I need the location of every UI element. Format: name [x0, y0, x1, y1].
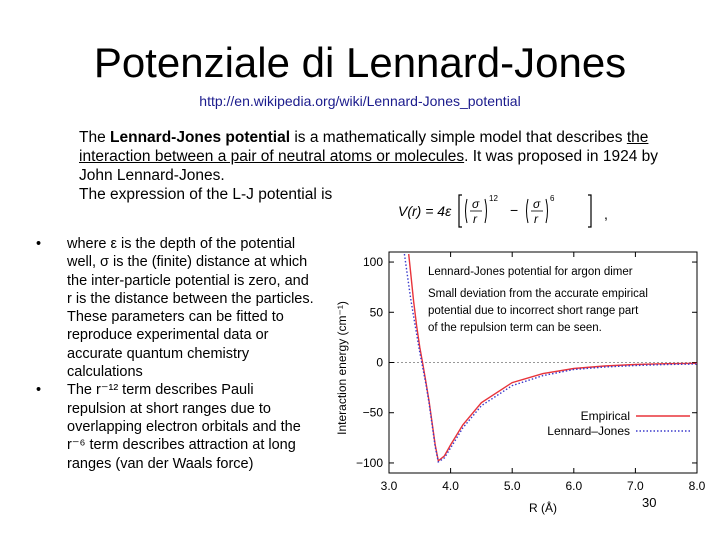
formula-sigma-2: σ [533, 197, 541, 211]
source-url[interactable]: http://en.wikipedia.org/wiki/Lennard-Jon… [199, 93, 521, 109]
bullet-marker: • [36, 382, 42, 399]
chart-annotation-line: potential due to incorrect short range p… [428, 305, 639, 317]
empirical-curve [408, 253, 698, 463]
chart-annotation-line: Small deviation from the accurate empiri… [428, 288, 648, 300]
slide-title: Potenziale di Lennard-Jones [93, 39, 627, 86]
formula-r-1: r [473, 212, 478, 226]
legend-label: Empirical [581, 409, 630, 423]
lennard-jones-curve [403, 253, 698, 464]
x-tick-label: 5.0 [504, 479, 521, 493]
intro-text-2: is a mathematically simple model that de… [290, 129, 627, 146]
bullet-marker: • [36, 236, 42, 252]
x-tick-label: 7.0 [627, 479, 644, 493]
formula-comma: , [604, 206, 608, 222]
page-number: 30 [642, 495, 657, 510]
formula-exp-12: 12 [489, 194, 498, 203]
bullet-item: • The r⁻¹² term describes Pauli repulsio… [36, 381, 314, 472]
y-tick-label: −50 [363, 406, 384, 420]
y-tick-label: 50 [370, 305, 384, 319]
legend-label: Lennard–Jones [547, 424, 630, 438]
chart-x-axis-label: R (Å) [529, 500, 557, 515]
formula-exp-6: 6 [550, 194, 555, 203]
y-tick-label: −100 [356, 456, 383, 470]
intro-text-3: . It was proposed in 1924 by John Lennar… [79, 148, 658, 184]
formula-r-2: r [534, 212, 539, 226]
bullet-text: The r⁻¹² term describes Pauli repulsion … [67, 382, 301, 472]
intro-paragraph: The Lennard-Jones potential is a mathema… [79, 128, 679, 204]
intro-underlined-text: the interaction between a pair of neutra… [79, 129, 649, 165]
formula-minus: − [510, 202, 518, 218]
y-tick-label: 0 [376, 356, 383, 370]
bullet-list: • where ε is the depth of the potential … [36, 235, 314, 473]
x-tick-label: 6.0 [565, 479, 582, 493]
intro-text-1: The [79, 129, 111, 146]
intro-bold-term: Lennard-Jones potential [110, 129, 291, 146]
lj-potential-chart: 100 50 0 −50 −100 3.0 4.0 5.0 6.0 7.0 8.0 Lennard-… [335, 251, 706, 515]
chart-annotation-line: of the repulsion term can be seen. [428, 322, 602, 334]
x-tick-label: 4.0 [442, 479, 459, 493]
chart-y-axis-label: Interaction energy (cm⁻¹) [335, 301, 349, 435]
formula-lhs: V(r) = 4ε [398, 203, 452, 219]
x-tick-label: 3.0 [381, 479, 398, 493]
intro-formula-lead: The expression of the L-J potential is [79, 186, 333, 203]
bullet-item: • where ε is the depth of the potential … [36, 235, 314, 381]
bullet-text: where ε is the depth of the potential we… [67, 236, 314, 381]
x-tick-label: 8.0 [689, 479, 706, 493]
y-tick-label: 100 [363, 255, 383, 269]
lj-formula: V(r) = 4ε σ r 12 − σ r 6 , [398, 194, 608, 228]
chart-title: Lennard-Jones potential for argon dimer [428, 266, 633, 278]
formula-sigma-1: σ [472, 197, 480, 211]
